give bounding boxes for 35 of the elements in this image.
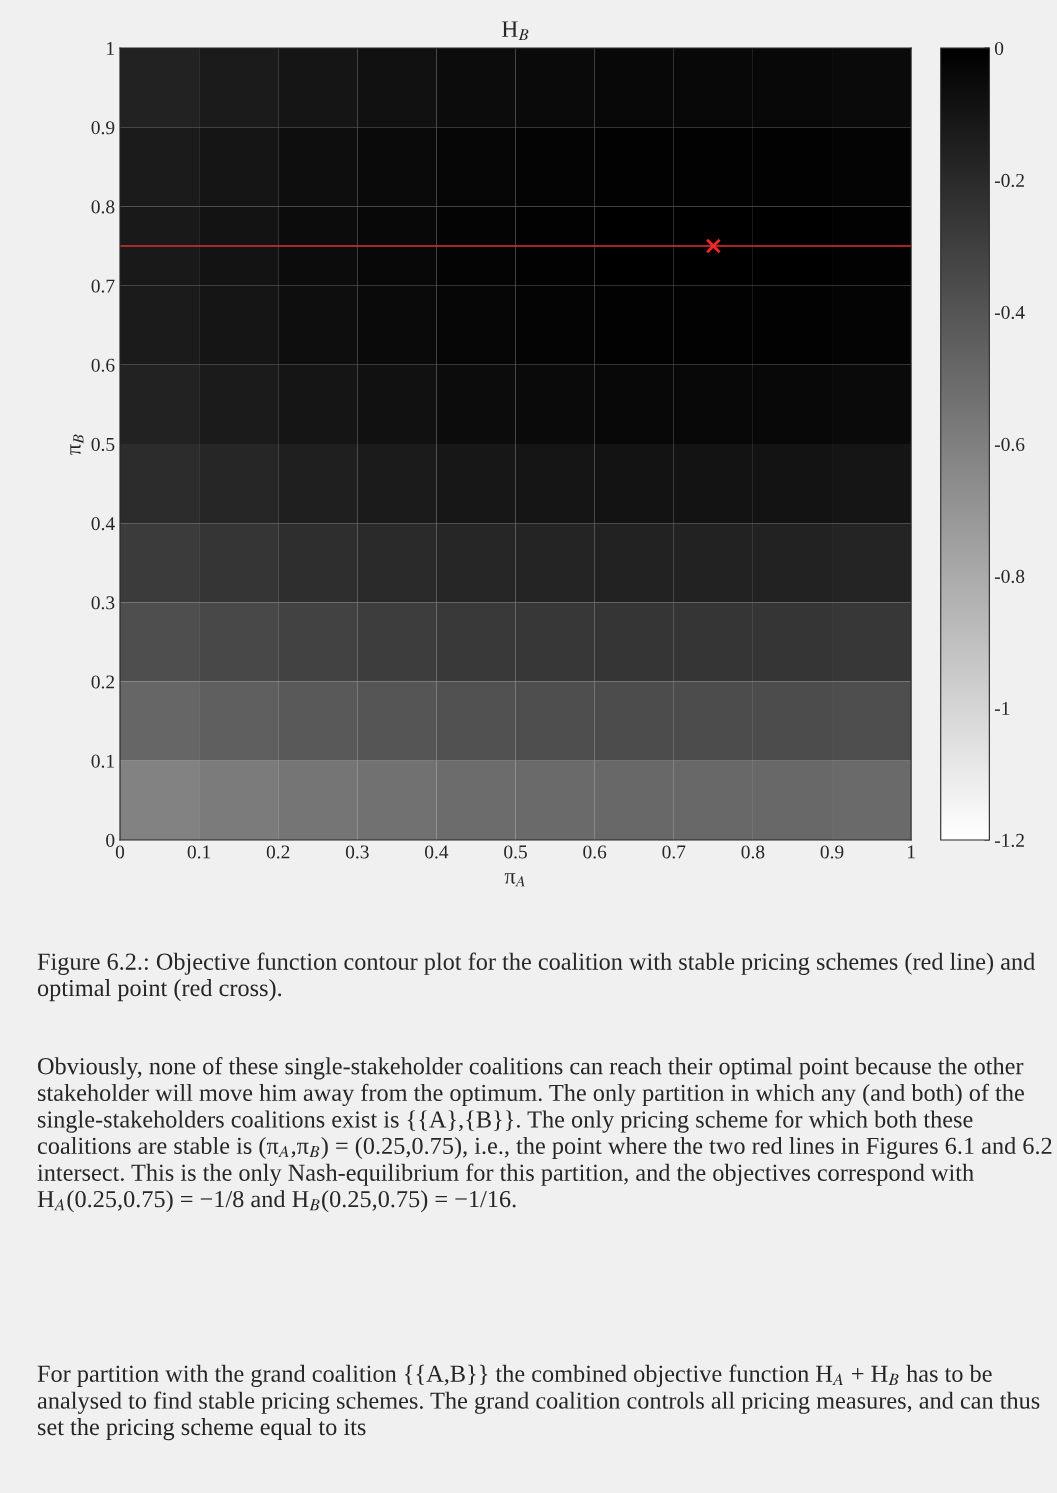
x-tick-label: 0.2 <box>266 845 290 859</box>
x-tick-label: 0.5 <box>504 845 527 859</box>
y-tick-label: 0.8 <box>91 200 115 214</box>
x-tick-label: 0.6 <box>583 845 607 859</box>
color-bar-label: -1.2 <box>994 833 1024 847</box>
y-tick-label: 0.6 <box>91 358 115 372</box>
x-tick-label: 0.3 <box>345 845 369 859</box>
x-tick-label: 0 <box>115 845 125 859</box>
y-tick-label: 0.3 <box>91 596 115 610</box>
text: For partition with the grand coalition {{A,B}} the combined objective function H$_{A}$ + H$_{B}$ has to be analysed to find stable pricing schemes. The grand coalition controls all pricing measures, and can thus set the pricing scheme equal to its <box>37 1364 1040 1441</box>
color-bar-label: -1 <box>994 701 1010 715</box>
text: Obviously, none of these single-stakeholder coalitions can reach their optimal point because the other stakeholder will move him away from the optimum. The only partition in which any (and both) of the single-stakeholders coalitions exist is {{A},{B}}. The only pricing scheme for which both these coalitions are stable is (π$_{A}$,π$_{B}$) = (0.25,0.75), i.e., the point where the two red lines in Figures 6.1 and 6.2 intersect. This is the only Nash-equilibrium for this partition, and the objectives correspond with H$_{A}$(0.25,0.75) = −1/8 and H$_{B}$(0.25,0.75) = −1/16. <box>37 1057 1052 1213</box>
x-tick-label: 0.1 <box>187 845 211 859</box>
y-tick-label: 0.1 <box>91 754 114 768</box>
x-tick-label: 0.8 <box>741 845 765 859</box>
x-tick-label: 1 <box>907 845 915 859</box>
x-tick-label: 0.9 <box>820 845 844 859</box>
y-tick-label: 0.4 <box>91 517 115 531</box>
caption: Figure 6.2.: Objective function contour plot for the coalition with stable pricing schemes (red line) and optimal point (red cross). <box>37 952 1035 1002</box>
x-tick-label: 0.4 <box>425 845 449 859</box>
y-tick-label: 0 <box>106 833 115 847</box>
y-tick-label: 0.5 <box>91 437 115 452</box>
x-tick-label: 0.7 <box>662 845 686 859</box>
chart-title: H$_{B}$ <box>501 21 529 40</box>
color-bar-label: -0.8 <box>994 569 1025 584</box>
color-bar-label: -0.6 <box>994 437 1025 452</box>
color-bar-label: 0 <box>994 41 1004 56</box>
x-axis-title: π$_{A}$ <box>504 873 525 887</box>
y-tick-label: 0.9 <box>91 121 115 135</box>
color-bar-label: -0.2 <box>994 173 1024 188</box>
y-tick-label: 1 <box>107 41 114 55</box>
y-tick-label: 0.7 <box>91 279 115 293</box>
y-tick-label: 0.2 <box>91 675 115 689</box>
color-bar-label: -0.4 <box>994 305 1025 320</box>
y-axis-title: π$_{B}$ <box>70 434 84 455</box>
